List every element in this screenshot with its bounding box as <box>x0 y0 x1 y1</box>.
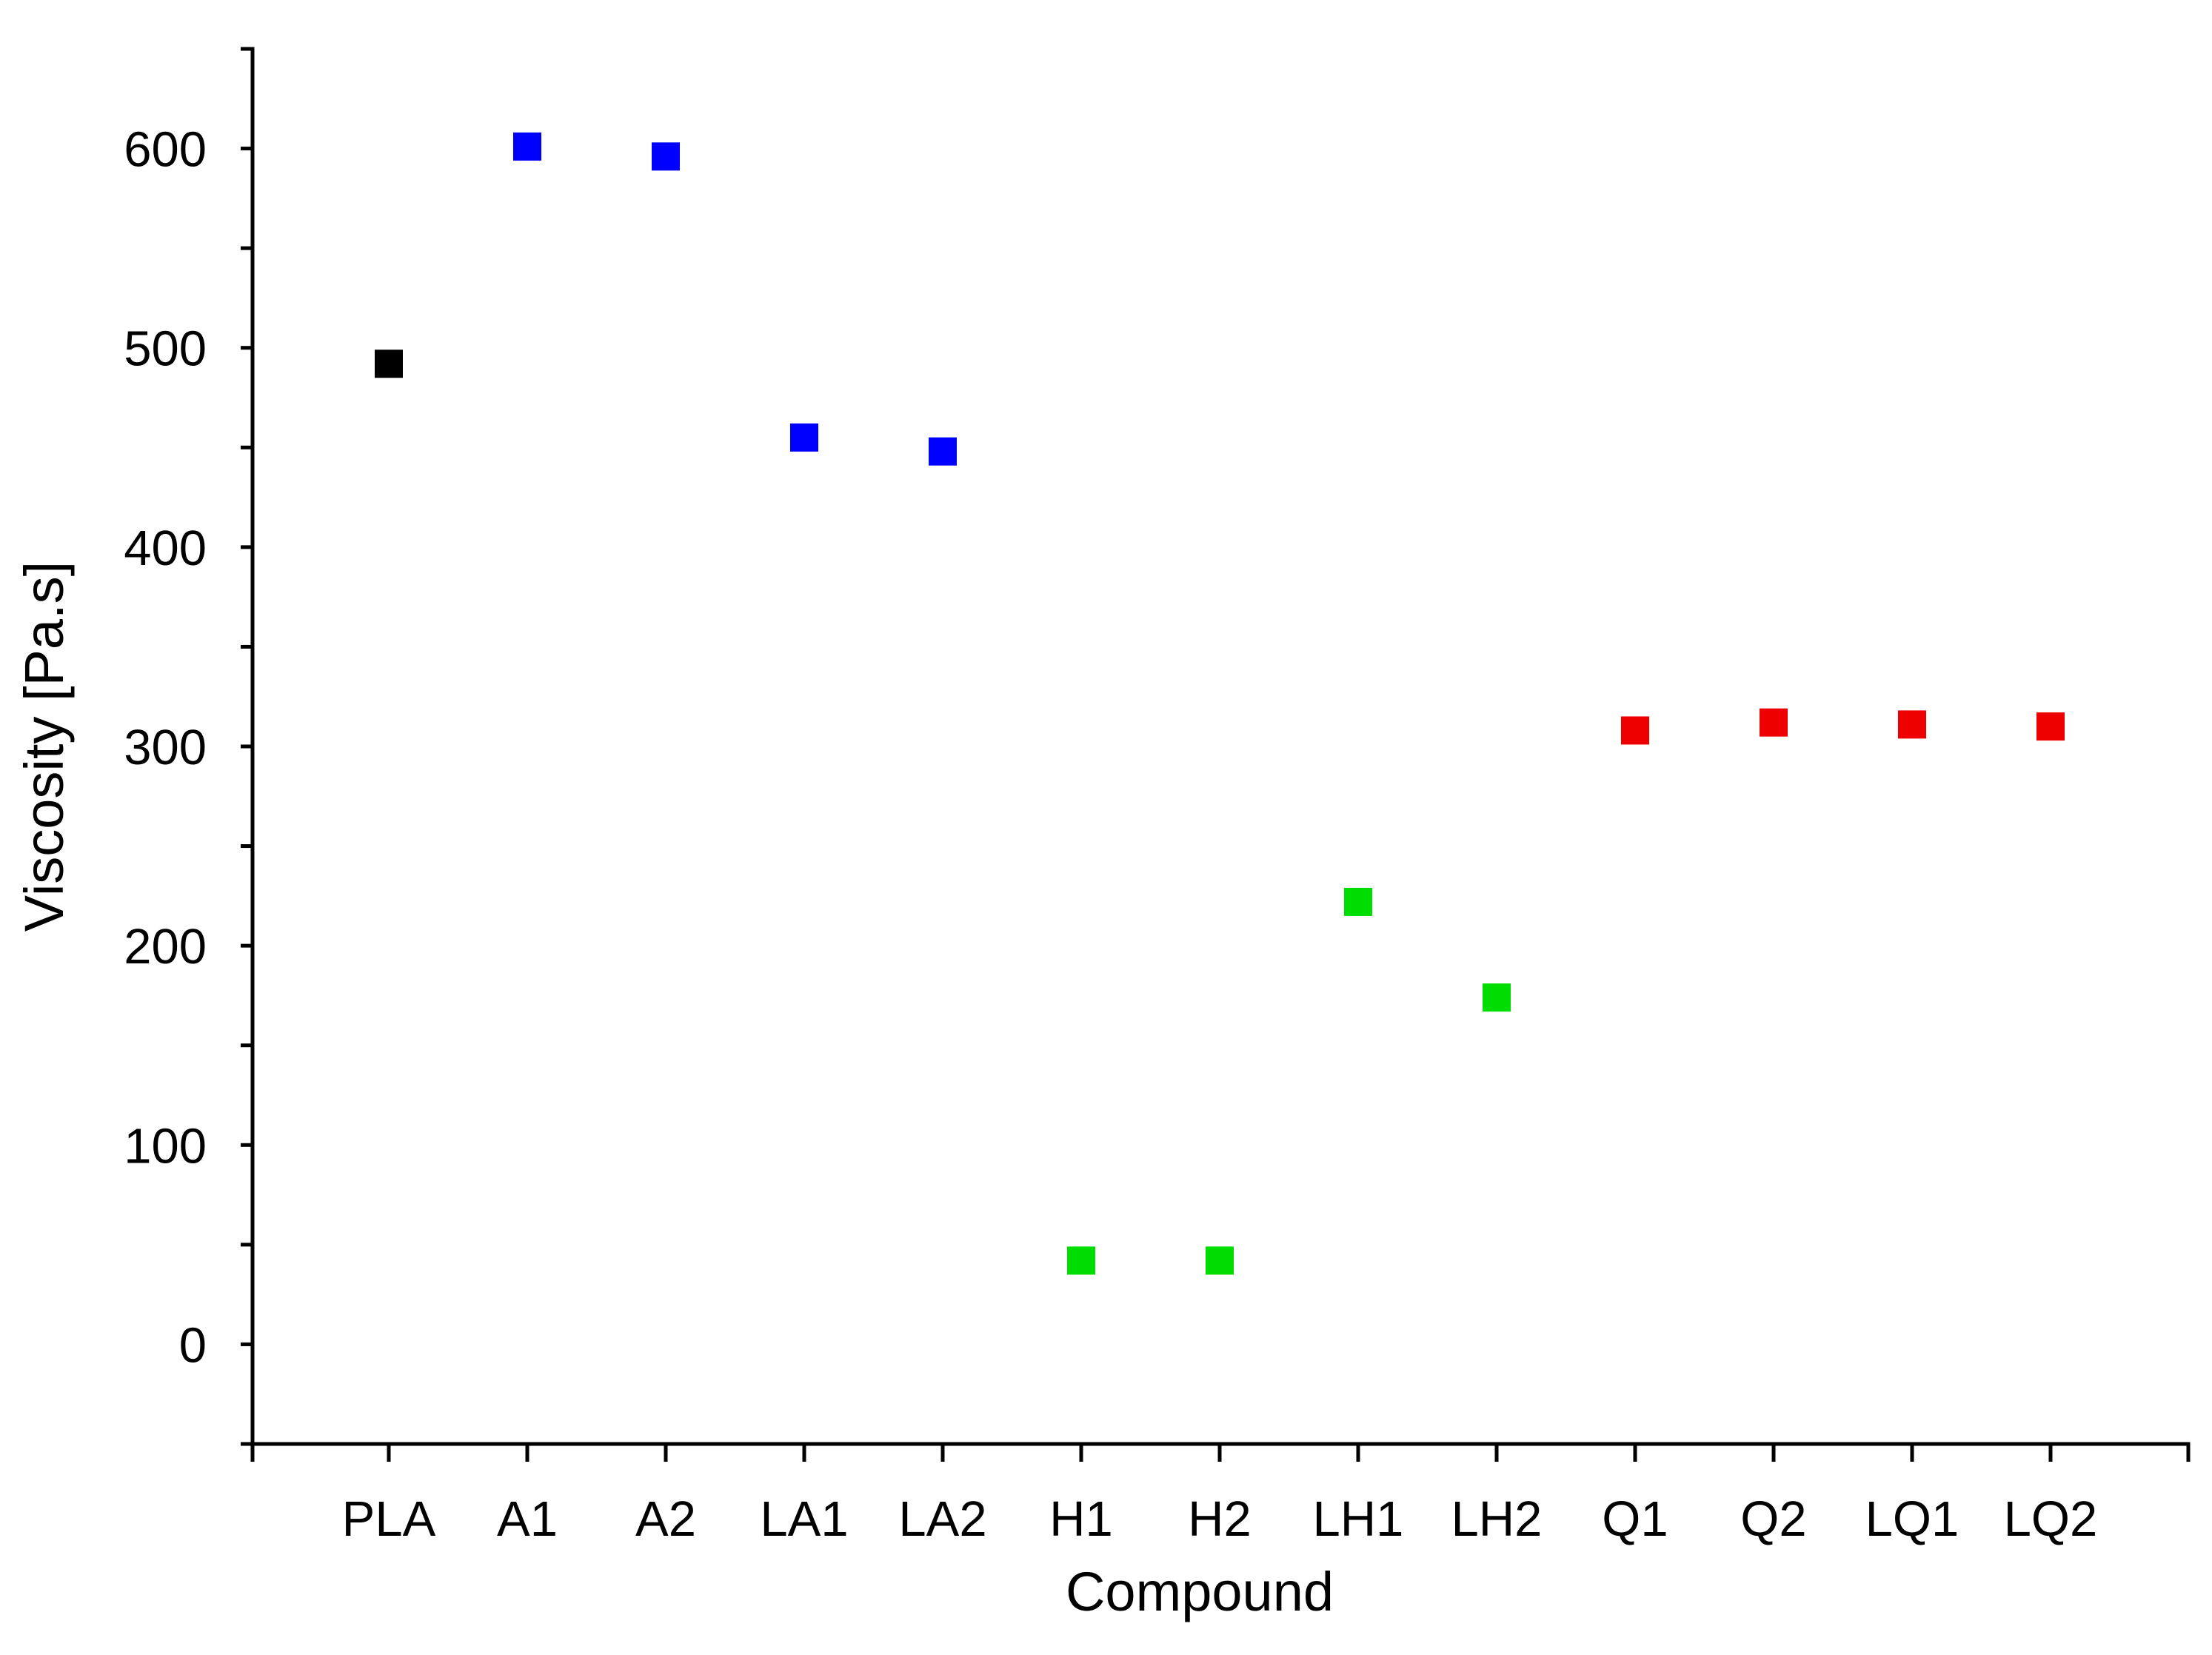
y-tick-label: 500 <box>124 321 207 377</box>
x-tick-label: Q1 <box>1602 1491 1668 1547</box>
x-tick-label: LA2 <box>898 1491 986 1547</box>
y-tick-label: 0 <box>179 1317 207 1373</box>
x-tick-label: A1 <box>497 1491 558 1547</box>
data-point <box>652 142 680 171</box>
y-tick-label: 200 <box>124 919 207 974</box>
data-point <box>1898 710 1926 739</box>
data-point <box>513 132 541 161</box>
data-point <box>1621 716 1649 745</box>
data-point <box>1344 887 1372 916</box>
x-tick-label: PLA <box>342 1491 436 1547</box>
data-point <box>1206 1246 1234 1275</box>
y-tick-label: 300 <box>124 720 207 775</box>
data-point <box>1067 1246 1095 1275</box>
data-point <box>790 423 818 452</box>
data-point <box>929 437 957 466</box>
x-tick-label: A2 <box>635 1491 696 1547</box>
x-tick-label: LQ2 <box>2004 1491 2098 1547</box>
data-point <box>375 350 403 378</box>
y-tick-label: 100 <box>124 1118 207 1174</box>
x-tick-label: Q2 <box>1740 1491 1806 1547</box>
x-axis: PLA A1 A2 LA1 LA2 H1 H2 LH1 LH2 Q1 Q2 LQ1 LQ2 <box>250 1442 2191 1547</box>
x-tick-label: LH2 <box>1451 1491 1543 1547</box>
x-tick-label: LA1 <box>760 1491 848 1547</box>
x-tick-label: LH1 <box>1313 1491 1404 1547</box>
y-axis: 0 100 200 300 400 500 600 <box>124 47 255 1446</box>
data-point <box>1483 983 1511 1012</box>
data-point <box>1760 708 1788 737</box>
y-axis-title: Viscosity [Pa.s] <box>13 561 75 932</box>
x-tick-label: LQ1 <box>1865 1491 1959 1547</box>
x-tick-label: H1 <box>1049 1491 1113 1547</box>
data-points <box>375 132 2065 1275</box>
y-tick-label: 600 <box>124 122 207 178</box>
x-tick-label: H2 <box>1188 1491 1252 1547</box>
data-point <box>2036 712 2065 741</box>
y-tick-label: 400 <box>124 521 207 576</box>
x-axis-title: Compound <box>1066 1561 1334 1622</box>
